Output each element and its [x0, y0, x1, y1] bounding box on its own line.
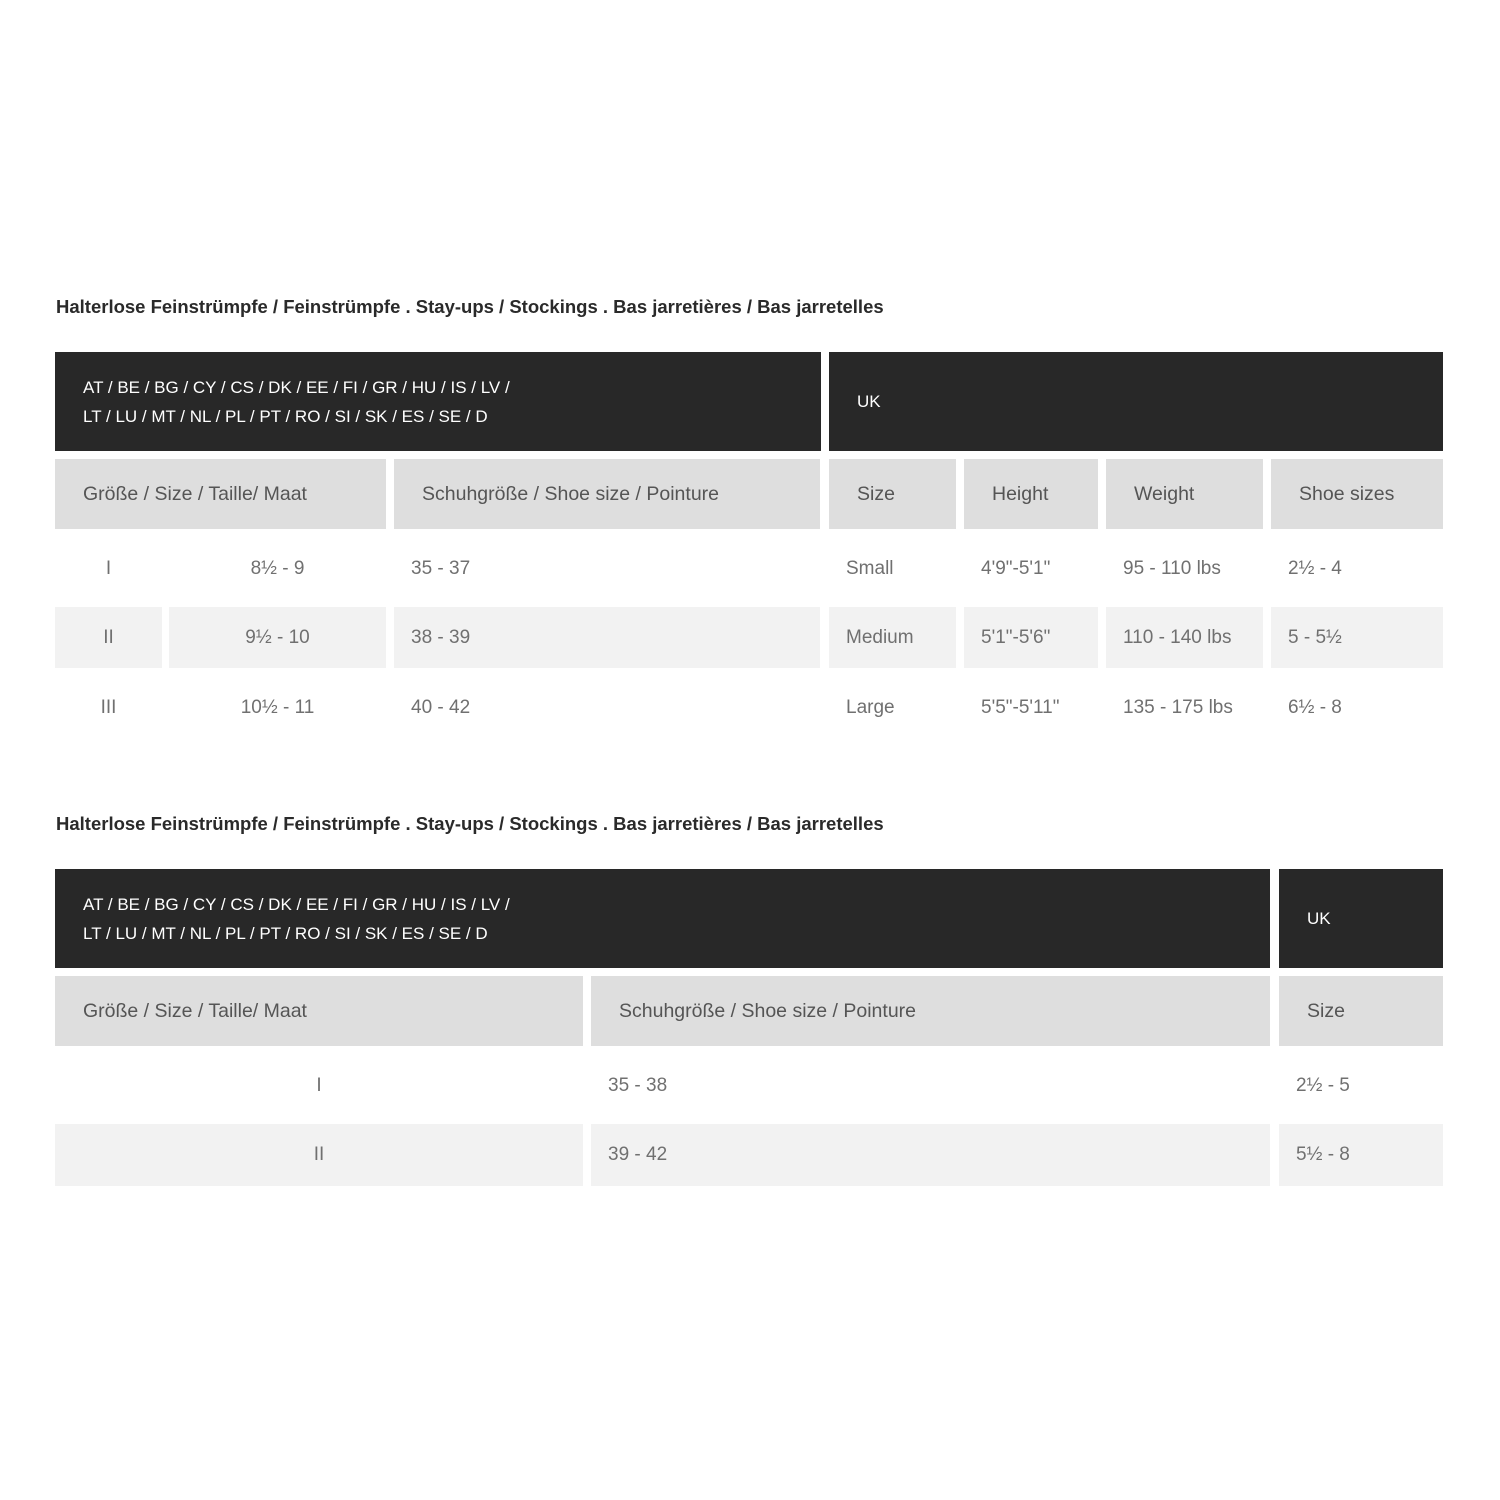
- cell-weight: 135 - 175 lbs: [1123, 696, 1233, 718]
- cell-shoe: 40 - 42: [411, 696, 471, 718]
- region-header-eu: AT / BE / BG / CY / CS / DK / EE / FI / …: [55, 352, 821, 451]
- column-header-shoe-size: Schuhgröße / Shoe size / Pointure: [591, 976, 1270, 1046]
- column-header-height: Height: [964, 459, 1098, 529]
- cell-uk-size: Medium: [829, 607, 956, 668]
- cell-size-num: 10½ - 11: [240, 696, 315, 718]
- cell-uk-size: Small: [846, 557, 894, 579]
- cell-shoe-sizes: 2½ - 4: [1288, 557, 1342, 579]
- region-eu-line2: LT / LU / MT / NL / PL / PT / RO / SI / …: [83, 923, 488, 943]
- column-header-uk-size: Size: [1279, 976, 1443, 1046]
- cell-shoe: 39 - 42: [591, 1124, 1270, 1186]
- table-title: Halterlose Feinstrümpfe / Feinstrümpfe .…: [56, 296, 884, 317]
- cell-size: I: [316, 1074, 322, 1096]
- region-header-uk: UK: [1279, 869, 1443, 968]
- cell-uk-size: 5½ - 8: [1279, 1124, 1443, 1186]
- cell-shoe-sizes: 5 - 5½: [1271, 607, 1443, 668]
- column-header-shoe-sizes: Shoe sizes: [1271, 459, 1443, 529]
- column-header-uk-size: Size: [829, 459, 956, 529]
- cell-size: II: [55, 1124, 583, 1186]
- cell-size-num: 8½ - 9: [250, 557, 305, 579]
- region-eu-line1: AT / BE / BG / CY / CS / DK / EE / FI / …: [83, 377, 510, 397]
- region-eu-line2: LT / LU / MT / NL / PL / PT / RO / SI / …: [83, 406, 488, 426]
- column-header-size: Größe / Size / Taille/ Maat: [55, 976, 583, 1046]
- region-header-uk: UK: [829, 352, 1443, 451]
- column-header-weight: Weight: [1106, 459, 1263, 529]
- cell-height: 4'9"-5'1": [981, 557, 1051, 579]
- cell-height: 5'5"-5'11": [981, 696, 1060, 718]
- cell-shoe: 35 - 37: [411, 557, 471, 579]
- cell-size: III: [100, 696, 117, 718]
- table-title: Halterlose Feinstrümpfe / Feinstrümpfe .…: [56, 813, 884, 834]
- cell-shoe: 38 - 39: [394, 607, 820, 668]
- region-header-eu: AT / BE / BG / CY / CS / DK / EE / FI / …: [55, 869, 1270, 968]
- cell-weight: 95 - 110 lbs: [1123, 557, 1221, 579]
- cell-shoe-sizes: 6½ - 8: [1288, 696, 1342, 718]
- column-header-shoe-size: Schuhgröße / Shoe size / Pointure: [394, 459, 820, 529]
- cell-shoe: 35 - 38: [608, 1074, 668, 1096]
- cell-uk-size: 2½ - 5: [1296, 1074, 1350, 1096]
- region-eu-line1: AT / BE / BG / CY / CS / DK / EE / FI / …: [83, 894, 510, 914]
- cell-weight: 110 - 140 lbs: [1106, 607, 1263, 668]
- column-header-size: Größe / Size / Taille/ Maat: [55, 459, 386, 529]
- cell-size: I: [105, 557, 112, 579]
- cell-uk-size: Large: [846, 696, 895, 718]
- cell-height: 5'1"-5'6": [964, 607, 1098, 668]
- cell-size: II: [55, 607, 162, 668]
- cell-size-num: 9½ - 10: [169, 607, 386, 668]
